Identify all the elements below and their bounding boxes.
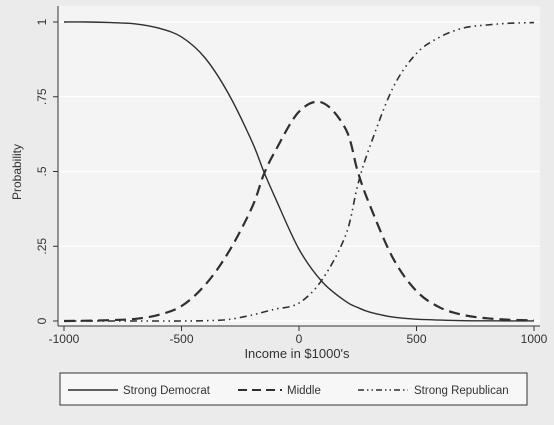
y-tick-label: .25 (35, 238, 49, 255)
x-axis-label: Income in $1000's (244, 346, 350, 361)
x-tick-label: -1000 (49, 332, 80, 346)
series-lines (63, 21, 535, 323)
y-axis-label: Probability (10, 144, 24, 200)
series-line-middle (63, 100, 535, 323)
x-tick-label: 500 (406, 332, 426, 346)
x-tick-label: 0 (296, 332, 303, 346)
legend-box (59, 372, 528, 406)
legend-label-strong-democrat: Strong Democrat (123, 385, 211, 397)
legend: Strong Democrat Middle Strong Republican (59, 372, 528, 406)
legend-label-strong-republican: Strong Republican (414, 385, 509, 397)
plot-area (58, 6, 540, 326)
y-tick-label: 1 (35, 18, 49, 25)
series-line-strong-republican (64, 21, 535, 322)
y-axis-ticks: 0 .25 .5 .75 1 (35, 18, 58, 324)
x-tick-label: 1000 (521, 332, 548, 346)
x-tick-label: -500 (169, 332, 193, 346)
y-tick-label: 0 (35, 317, 49, 324)
series-line-strong-democrat (63, 21, 535, 322)
y-tick-label: .5 (35, 166, 49, 176)
y-tick-label: .75 (35, 88, 49, 105)
legend-label-middle: Middle (287, 385, 321, 397)
x-axis-ticks: -1000 -500 0 500 1000 (49, 326, 548, 346)
